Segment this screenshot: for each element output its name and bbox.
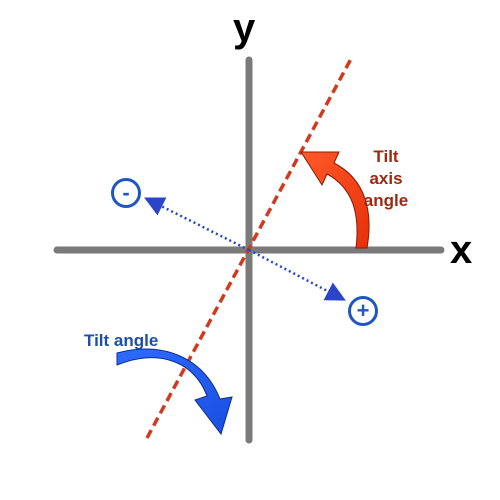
rotation-direction-line-positive [248,248,346,301]
x-axis-label: x [450,228,473,272]
rotation-direction-line [144,197,250,252]
tilt-axis-angle-label-line-3: angle [363,191,409,210]
negative-rotation-sign: - [111,178,141,208]
tilt-angle-label: Tilt angle [84,331,159,350]
y-axis-label: y [233,6,256,50]
tilt-axis-angle-label-line-1: Tilt [373,147,399,166]
tilt-axis-angle-arrow [300,151,370,249]
tilt-axis-angle-label: Tilt axis angle [355,146,417,212]
tilt-axis-line [145,56,354,439]
tilt-axis-angle-label-line-2: axis [369,169,403,188]
tilt-angle-arrow [116,348,233,436]
positive-rotation-sign: + [348,296,378,326]
